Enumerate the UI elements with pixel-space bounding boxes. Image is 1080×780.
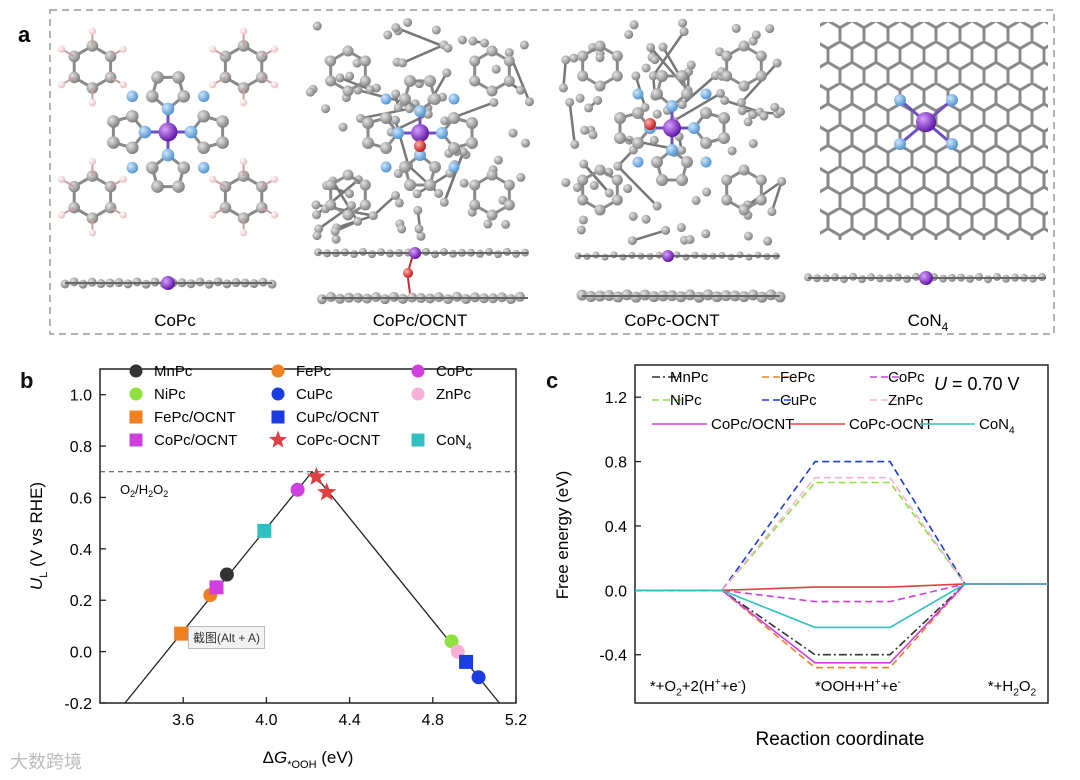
structure-copc xyxy=(57,27,279,290)
chart-b-point-copc-ocnt xyxy=(306,466,326,486)
chart-c-legend-label: CuPc xyxy=(780,392,817,409)
chart-c-stage-label: *+H2O2 xyxy=(988,678,1037,699)
chart-b-legend-marker xyxy=(411,387,425,401)
chart-b-legend-label: FePc xyxy=(296,363,332,380)
chart-b-legend-marker xyxy=(271,410,285,424)
chart-b-legend-label: CuPc/OCNT xyxy=(296,409,379,426)
chart-b-ytick-label: 0.8 xyxy=(70,439,92,456)
chart-c-line-con4 xyxy=(635,583,1048,629)
chart-c-legend-label: MnPc xyxy=(670,369,709,386)
chart-c-legend-label: CoN4 xyxy=(979,416,1015,437)
panel-b-label: b xyxy=(20,368,34,393)
chart-b-legend-marker xyxy=(411,364,425,378)
chart-c-line-nipc xyxy=(635,481,1048,592)
screenshot-tool-tooltip: 截图(Alt + A) xyxy=(188,626,266,649)
chart-c-xlabel: Reaction coordinate xyxy=(756,729,925,750)
chart-c-ytick-label: 0.4 xyxy=(605,519,627,536)
chart-c-line-mnpc xyxy=(635,583,1048,656)
chart-c-ytick-label: 0.0 xyxy=(605,583,627,600)
chart-b-xtick-label: 4.4 xyxy=(338,712,360,729)
chart-b-point-mnpc xyxy=(219,567,234,582)
panel-c-label: c xyxy=(546,368,559,393)
chart-c-legend-label: CoPc-OCNT xyxy=(849,416,933,433)
chart-b-xtick-label: 3.6 xyxy=(172,712,194,729)
chart-c-ytick-label: 1.2 xyxy=(605,390,627,407)
chart-b-ylabel: UL (V vs RHE) xyxy=(27,482,50,590)
chart-b-legend-marker xyxy=(129,387,143,401)
chart-b-point-nipc xyxy=(444,634,459,649)
chart-b-legend-label: CoN4 xyxy=(436,432,472,453)
watermark: 大数跨境 xyxy=(10,752,82,772)
chart-b-ytick-label: 1.0 xyxy=(70,388,92,405)
structure-copc-ocnt-bonded xyxy=(558,18,787,303)
chart-b-volcano: O2/H2O2 3.6 4.0 4.4 4.8 5.2 -0.2 0.0 0.2 0.4 0.6… xyxy=(27,363,527,771)
chart-b-point-copc-ocnt xyxy=(209,580,224,595)
chart-c-ytick-label: 0.8 xyxy=(605,455,627,472)
chart-c-potential-label: U = 0.70 V xyxy=(934,374,1020,394)
structure-name-con4: CoN4 xyxy=(908,311,949,334)
chart-b-legend-label: CoPc-OCNT xyxy=(296,432,380,449)
structure-con4 xyxy=(804,22,1048,285)
chart-b-legend-label: FePc/OCNT xyxy=(154,409,236,426)
chart-b-plot-frame xyxy=(99,368,517,704)
chart-c-line-copc-ocnt xyxy=(635,583,1048,664)
chart-c-plot-frame xyxy=(634,364,1049,704)
chart-c-stage-label: *OOH+H++e- xyxy=(815,677,901,695)
chart-b-legend-label: NiPc xyxy=(154,386,186,403)
chart-b-legend-label: CuPc xyxy=(296,386,333,403)
chart-b-legend-marker xyxy=(271,387,285,401)
chart-c-ytick-label: -0.4 xyxy=(599,648,627,665)
panel-a-label: a xyxy=(18,22,31,47)
chart-b-reference-label: O2/H2O2 xyxy=(120,482,168,499)
chart-b-point-con4 xyxy=(257,523,272,538)
chart-c-legend-label: FePc xyxy=(780,369,816,386)
chart-b-ytick-label: 0.0 xyxy=(70,645,92,662)
chart-b-ytick-label: -0.2 xyxy=(64,696,92,713)
chart-b-xtick-label: 5.2 xyxy=(505,712,527,729)
chart-c-legend-label: CoPc xyxy=(888,369,925,386)
chart-b-ytick-label: 0.2 xyxy=(70,593,92,610)
chart-c-free-energy: 1.2 0.8 0.4 0.0 -0.4 MnPc FePc CoPc NiPc CuPc ZnP… xyxy=(553,364,1049,750)
chart-b-legend-marker xyxy=(129,433,143,447)
chart-b-point-cupc xyxy=(471,670,486,685)
chart-b-legend-marker xyxy=(129,364,143,378)
chart-c-line-copc-ocnt xyxy=(635,583,1048,592)
chart-b-legend-marker xyxy=(269,430,287,448)
chart-b-point-cupc-ocnt xyxy=(459,654,474,669)
chart-b-xlabel: ΔG*OOH (eV) xyxy=(263,748,354,771)
chart-b-legend-marker xyxy=(411,433,425,447)
chart-b-point-fepc-ocnt xyxy=(174,626,189,641)
chart-b-volcano-line xyxy=(124,470,500,704)
chart-b-xtick-label: 4.0 xyxy=(255,712,277,729)
chart-c-ylabel: Free energy (eV) xyxy=(553,471,572,600)
structure-name-copc: CoPc xyxy=(154,311,196,330)
chart-b-legend-label: CoPc/OCNT xyxy=(154,432,237,449)
chart-b-legend-marker xyxy=(271,364,285,378)
chart-b-point-copc xyxy=(290,482,305,497)
chart-c-legend-label: NiPc xyxy=(670,392,702,409)
panel-a-frame xyxy=(49,9,1055,335)
chart-b-legend-label: MnPc xyxy=(154,363,193,380)
chart-c-stage-label: *+O2+2(H++e-) xyxy=(650,677,746,699)
chart-c-legend-label: ZnPc xyxy=(888,392,924,409)
structure-name-copc-ocnt-adsorbed: CoPc/OCNT xyxy=(373,311,467,330)
structure-copc-ocnt-adsorbed xyxy=(305,17,534,305)
structure-name-copc-ocnt-bonded: CoPc-OCNT xyxy=(624,311,719,330)
panel-a-structures: a CoPc CoPc/OCNT CoPc-OCNT CoN4 xyxy=(18,9,1055,335)
chart-b-ytick-label: 0.6 xyxy=(70,490,92,507)
chart-b-legend-marker xyxy=(129,410,143,424)
chart-c-line-cupc xyxy=(635,460,1048,592)
chart-b-ytick-label: 0.4 xyxy=(70,542,92,559)
chart-b-point-copc-ocnt xyxy=(317,482,337,501)
chart-b-legend-label: ZnPc xyxy=(436,386,472,403)
chart-b-legend-label: CoPc xyxy=(436,363,473,380)
chart-c-line-znpc xyxy=(635,476,1048,592)
chart-c-legend-label: CoPc/OCNT xyxy=(711,416,794,433)
chart-b-xtick-label: 4.8 xyxy=(422,712,444,729)
